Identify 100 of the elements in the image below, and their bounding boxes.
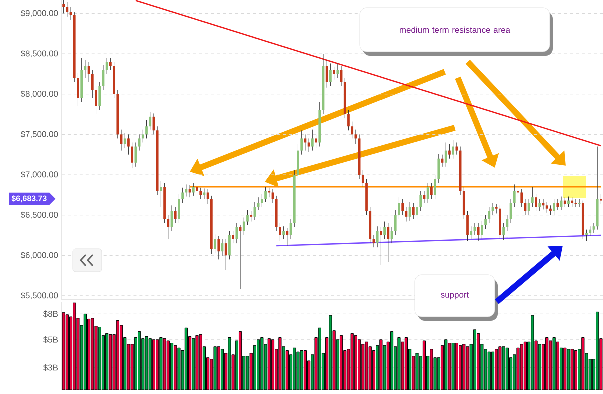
candlestick (286, 228, 289, 246)
candlestick (149, 112, 152, 130)
candlestick (330, 63, 332, 87)
candlestick (362, 170, 364, 188)
candlestick (434, 174, 436, 200)
candlestick (466, 211, 469, 242)
candlestick (250, 211, 253, 222)
candlestick (387, 223, 390, 262)
candlestick (574, 198, 578, 208)
candlestick (531, 186, 534, 208)
candlestick (546, 202, 548, 214)
candlestick (260, 194, 264, 208)
candlestick (242, 217, 246, 236)
candlestick (348, 110, 350, 131)
candlestick (196, 184, 198, 196)
candlestick (282, 226, 286, 240)
candlestick (62, 0, 65, 14)
candlestick (178, 194, 180, 224)
candlestick (448, 144, 451, 160)
candlestick (438, 154, 440, 184)
candlestick (333, 66, 336, 80)
y-tick-label: $5,500.00 (20, 292, 58, 300)
y-tick-label: $6,500.00 (20, 212, 58, 219)
candlestick (77, 73, 80, 107)
candlestick (192, 182, 195, 196)
y-tick-label: $5B (44, 336, 58, 344)
candlestick (308, 138, 310, 153)
candlestick (185, 184, 188, 198)
candlestick (444, 142, 448, 168)
candlestick (110, 58, 112, 70)
candlestick (95, 86, 98, 115)
candlestick (430, 182, 433, 200)
candlestick (553, 198, 556, 216)
candlestick (131, 142, 134, 169)
y-tick-label: $9,000.00 (20, 10, 58, 18)
annotation: medium term resistance area (400, 26, 511, 34)
candlestick (160, 181, 162, 208)
candlestick (167, 215, 170, 240)
candlestick (200, 188, 202, 200)
candlestick (268, 188, 271, 198)
candlestick (412, 202, 415, 220)
candlestick (224, 239, 228, 270)
candlestick (174, 207, 177, 224)
candlestick (456, 142, 458, 156)
candlestick (592, 223, 596, 234)
candlestick (300, 130, 304, 156)
candlestick (513, 184, 516, 208)
candlestick (326, 60, 328, 88)
candlestick (538, 198, 542, 212)
candlestick (506, 215, 509, 232)
candlestick (66, 2, 69, 18)
candlestick (142, 130, 144, 143)
candlestick (380, 227, 382, 266)
candlestick (550, 205, 552, 216)
candlestick (228, 231, 231, 260)
candlestick (182, 188, 184, 204)
candlestick (564, 197, 566, 208)
candlestick (488, 207, 491, 224)
candlestick (600, 194, 602, 204)
candlestick (470, 226, 473, 240)
y-tick-label: $6,000.00 (20, 252, 58, 260)
candlestick (218, 236, 220, 260)
candlestick (586, 230, 588, 242)
candlestick (452, 140, 455, 160)
y-tick-label: $8,000.00 (20, 90, 58, 98)
candlestick (91, 70, 94, 99)
candlestick (517, 188, 520, 198)
candlestick (311, 130, 314, 152)
candlestick (315, 134, 318, 149)
candlestick (556, 198, 560, 211)
candlestick (589, 226, 592, 237)
candlestick (351, 122, 354, 139)
candlestick (106, 58, 108, 74)
candlestick (146, 120, 148, 139)
candlestick (264, 186, 267, 203)
candlestick (495, 204, 498, 214)
candlestick (236, 223, 238, 244)
candlestick (124, 132, 126, 149)
candlestick (206, 189, 210, 204)
candlestick (128, 134, 130, 156)
annotation: support (441, 292, 470, 300)
candlestick (336, 63, 340, 78)
candlestick (502, 223, 506, 241)
candlestick (134, 142, 138, 168)
y-tick-label: $8,500.00 (20, 50, 58, 58)
candlestick (528, 198, 530, 216)
candlestick (568, 196, 570, 208)
candlestick (484, 215, 487, 230)
candlestick (398, 197, 400, 220)
candlestick (480, 220, 484, 240)
candlestick (578, 198, 581, 208)
candlestick (98, 82, 102, 111)
candlestick (214, 234, 216, 254)
candlestick (232, 231, 235, 244)
candlestick (520, 189, 524, 208)
candlestick (384, 222, 386, 240)
y-tick-label: $8B (44, 310, 58, 318)
candlestick (257, 197, 260, 211)
y-tick-label: $7,500.00 (20, 131, 58, 138)
candlestick (246, 210, 249, 226)
